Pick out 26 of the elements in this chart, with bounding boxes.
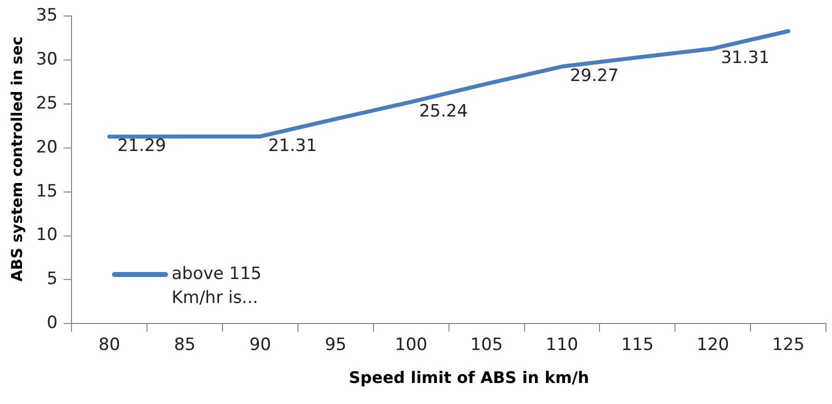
x-tick-label: 85 (174, 335, 196, 356)
data-label: 31.31 (720, 48, 770, 68)
x-tick-label: 80 (98, 335, 120, 356)
y-tick-label: 0 (46, 313, 58, 334)
y-tick-label: 35 (36, 6, 58, 26)
x-tick-label: 105 (470, 335, 503, 356)
y-tick-label: 5 (46, 269, 58, 290)
x-tick-label: 90 (249, 335, 272, 356)
data-label: 29.27 (570, 66, 619, 86)
x-tick-label: 125 (772, 335, 805, 356)
y-tick-label: 25 (36, 93, 58, 114)
legend-label: above 115 Km/hr is... (172, 262, 263, 310)
x-tick-label: 100 (394, 335, 428, 356)
y-tick-label: 20 (36, 137, 58, 158)
y-tick-label: 10 (36, 225, 58, 246)
x-tick-label: 95 (324, 335, 346, 356)
y-axis-title: ABS system controlled in sec (8, 35, 26, 284)
x-axis-title: Speed limit of ABS in km/h (348, 368, 590, 387)
data-label: 25.24 (419, 101, 468, 122)
data-label: 21.31 (268, 136, 317, 156)
data-label: 21.29 (117, 136, 166, 156)
y-tick-label: 15 (36, 181, 58, 202)
y-tick-label: 30 (36, 50, 58, 70)
x-tick-label: 110 (546, 335, 578, 356)
x-tick-label: 115 (621, 335, 654, 356)
x-tick-label: 120 (696, 335, 730, 356)
